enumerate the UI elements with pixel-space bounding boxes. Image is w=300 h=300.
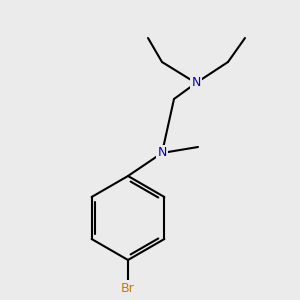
Text: N: N: [191, 76, 201, 89]
Text: N: N: [157, 146, 167, 160]
Text: Br: Br: [121, 281, 135, 295]
